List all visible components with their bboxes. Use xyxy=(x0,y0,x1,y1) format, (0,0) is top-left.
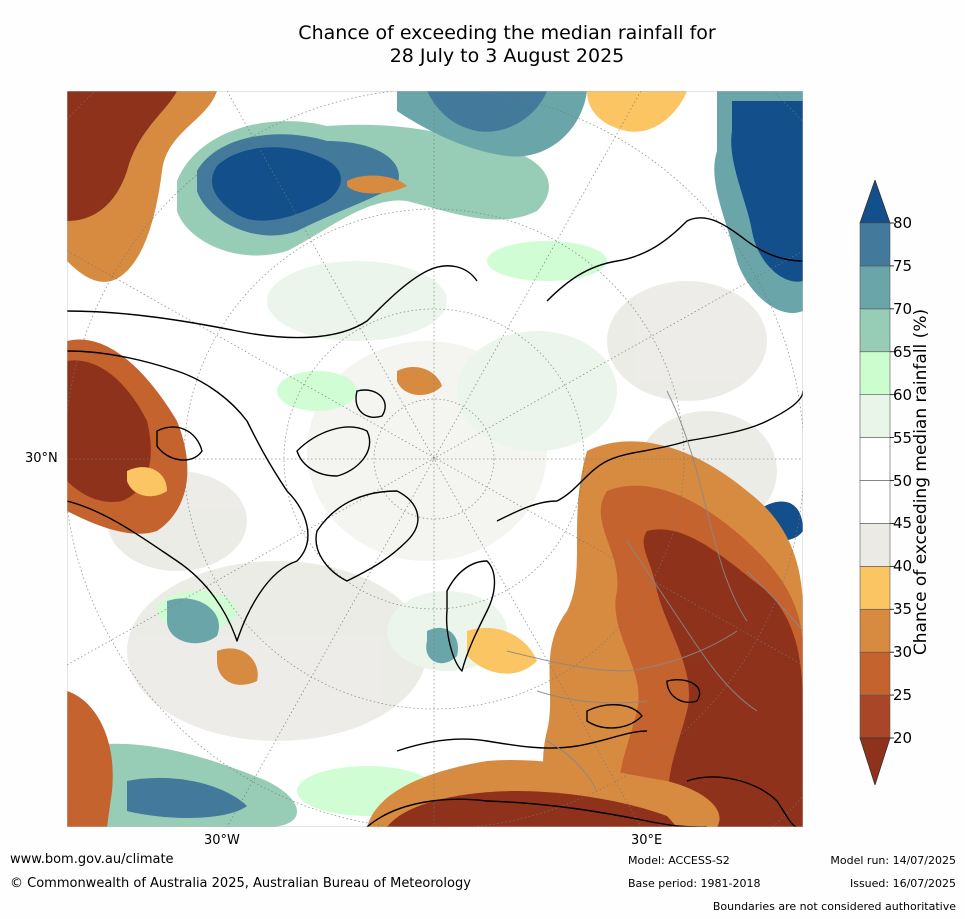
colorbar-bin xyxy=(859,523,891,567)
chart-title-line-1: Chance of exceeding the median rainfall … xyxy=(298,22,716,44)
colorbar-tick-label: 40 xyxy=(893,557,913,576)
colorbar xyxy=(859,180,894,785)
colorbar-bin xyxy=(859,351,891,395)
colorbar-bin xyxy=(859,437,891,481)
colorbar-extend-bottom xyxy=(859,737,891,785)
country-borders xyxy=(506,390,803,792)
field-dry xyxy=(67,91,803,827)
colorbar-tick-label: 20 xyxy=(893,729,913,747)
colorbar-tick-label: 75 xyxy=(893,256,913,275)
colorbar-extend-top xyxy=(859,180,891,224)
website-link[interactable]: www.bom.gov.au/climate xyxy=(10,852,174,867)
disclaimer-text: Boundaries are not considered authoritat… xyxy=(712,900,956,913)
colorbar-tick-label: 50 xyxy=(893,471,913,490)
issued-text: Issued: 16/07/2025 xyxy=(849,877,956,890)
colorbar-tick-label: 65 xyxy=(893,342,913,361)
colorbar-tick-label: 70 xyxy=(893,299,913,318)
copyright-text: © Commonwealth of Australia 2025, Austra… xyxy=(10,876,471,891)
colorbar-label: Chance of exceeding median rainfall (%) xyxy=(911,308,931,656)
colorbar-tick-label: 45 xyxy=(893,514,913,533)
colorbar-tick-label: 30 xyxy=(893,643,913,662)
colorbar-tick-label: 60 xyxy=(893,385,913,404)
colorbar-tick-label: 35 xyxy=(893,600,913,619)
chart-title-line-2: 28 July to 3 August 2025 xyxy=(389,45,625,67)
colorbar-bin xyxy=(859,651,891,696)
graticule xyxy=(67,91,803,827)
colorbar-bin xyxy=(859,608,891,653)
model-run-text: Model run: 14/07/2025 xyxy=(830,854,956,867)
colorbar-bin xyxy=(859,222,891,267)
colorbar-bin xyxy=(859,694,891,739)
lat-label-30n: 30°N xyxy=(25,451,58,466)
lon-label-30w: 30°W xyxy=(204,833,240,848)
colorbar-bin xyxy=(859,480,891,524)
colorbar-bin xyxy=(859,265,891,310)
base-period-text: Base period: 1981-2018 xyxy=(628,877,761,890)
colorbar-bin xyxy=(859,566,891,610)
colorbar-bin xyxy=(859,308,891,353)
model-text: Model: ACCESS-S2 xyxy=(628,854,730,867)
rainfall-probability-map xyxy=(67,91,803,827)
colorbar-tick-label: 80 xyxy=(893,214,913,232)
coastlines xyxy=(67,217,803,827)
colorbar-bin xyxy=(859,394,891,438)
colorbar-tick-label: 25 xyxy=(893,686,913,705)
colorbar-tick-label: 55 xyxy=(893,428,913,447)
lon-label-30e: 30°E xyxy=(631,833,663,848)
